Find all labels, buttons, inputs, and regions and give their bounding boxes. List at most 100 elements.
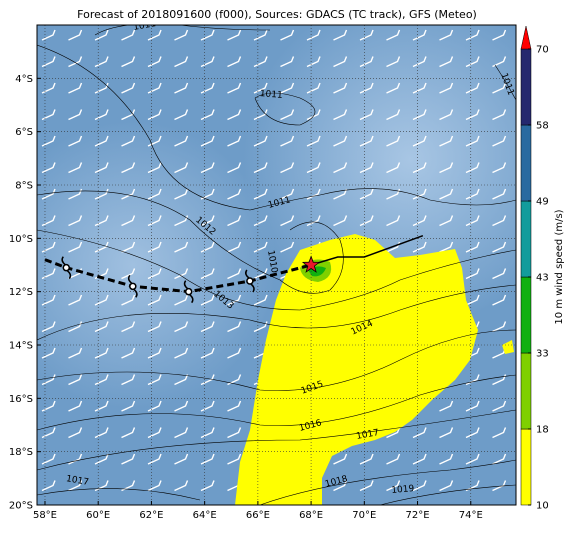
wind-barb <box>121 135 136 147</box>
wind-barb <box>359 480 374 492</box>
wind-barb <box>492 135 507 147</box>
wind-barb <box>465 109 480 121</box>
wind-barb <box>227 427 242 439</box>
wind-barb <box>439 480 454 492</box>
wind-barb <box>41 321 56 333</box>
wind-barb <box>492 29 507 41</box>
wind-barb <box>147 29 162 41</box>
wind-barb <box>174 321 189 333</box>
wind-barb <box>412 427 427 439</box>
storm-arm <box>66 270 72 280</box>
wind-barb <box>227 400 242 412</box>
colorbar-tick-label: 18 <box>536 425 549 436</box>
wind-barb <box>386 29 401 41</box>
wind-barb <box>121 188 136 200</box>
wind-barb <box>68 241 83 253</box>
wind-barb <box>386 56 401 68</box>
wind-barb <box>41 453 56 465</box>
wind-barb <box>174 82 189 94</box>
wind-barb <box>174 29 189 41</box>
wind-barb <box>147 453 162 465</box>
x-tick-label: 66°E <box>246 510 270 521</box>
wind-barb <box>121 453 136 465</box>
wind-barb <box>174 480 189 492</box>
wind-barb <box>94 56 109 68</box>
x-tick-label: 72°E <box>406 510 430 521</box>
wind-barb <box>492 215 507 227</box>
y-tick-label: 4°S <box>15 74 33 85</box>
y-tick-label: 20°S <box>9 501 33 512</box>
wind-barb <box>306 188 321 200</box>
wind-barb <box>359 162 374 174</box>
wind-barb <box>174 109 189 121</box>
wind-barb <box>386 188 401 200</box>
wind-barb <box>465 480 480 492</box>
wind-barb <box>94 241 109 253</box>
wind-barb <box>174 427 189 439</box>
wind-barb <box>200 347 215 359</box>
wind-barb <box>68 374 83 386</box>
wind-barb <box>439 215 454 227</box>
wind-barb <box>121 321 136 333</box>
wind-barb <box>306 56 321 68</box>
wind-barb <box>492 480 507 492</box>
wind-barb <box>174 241 189 253</box>
wind-barb <box>253 135 268 147</box>
wind-barb <box>412 453 427 465</box>
wind-barb <box>306 162 321 174</box>
wind-barb <box>439 400 454 412</box>
wind-barb <box>465 188 480 200</box>
wind-barb <box>121 294 136 306</box>
wind-barb <box>412 135 427 147</box>
wind-barb <box>227 135 242 147</box>
wind-barb <box>174 453 189 465</box>
wind-barb <box>386 162 401 174</box>
wind-barb <box>439 29 454 41</box>
wind-barb <box>41 241 56 253</box>
wind-barb <box>147 294 162 306</box>
storm-arm <box>127 274 133 284</box>
y-tick-label: 6°S <box>15 127 33 138</box>
wind-barb <box>492 294 507 306</box>
wind-barb <box>227 215 242 227</box>
wind-barb <box>412 109 427 121</box>
wind-barb <box>41 400 56 412</box>
wind-barb <box>94 135 109 147</box>
wind-barb <box>439 135 454 147</box>
wind-barb <box>306 109 321 121</box>
wind-barb <box>333 29 348 41</box>
wind-barb <box>412 188 427 200</box>
wind-barb <box>227 162 242 174</box>
wind-barb <box>94 294 109 306</box>
wind-barb <box>41 56 56 68</box>
wind-barb <box>280 82 295 94</box>
wind-barb <box>465 268 480 280</box>
wind-barb <box>386 135 401 147</box>
wind-barb <box>412 29 427 41</box>
wind-barb <box>280 241 295 253</box>
wind-barb <box>386 82 401 94</box>
wind-barb <box>200 480 215 492</box>
wind-barb <box>492 427 507 439</box>
wind-barb <box>412 241 427 253</box>
wind-barb <box>200 453 215 465</box>
wind-barb <box>333 82 348 94</box>
title: Forecast of 2018091600 (f000), Sources: … <box>77 8 477 21</box>
wind-barb <box>227 82 242 94</box>
wind-barb <box>492 321 507 333</box>
isobar-label: 1011 <box>133 19 157 33</box>
storm-eye <box>62 263 71 272</box>
wind-barb <box>174 294 189 306</box>
wind-barb <box>174 374 189 386</box>
wind-barb <box>121 374 136 386</box>
isobar-label: 1017 <box>356 428 380 442</box>
wind-barb <box>412 56 427 68</box>
storm-arm <box>189 294 194 304</box>
wind-barb <box>121 82 136 94</box>
storm-eye <box>129 282 137 291</box>
y-tick-label: 12°S <box>9 287 33 298</box>
isobar-label: 1011 <box>259 89 283 101</box>
storm-eye <box>184 287 193 296</box>
storm-symbol <box>127 274 138 298</box>
storm-symbol <box>245 269 255 293</box>
